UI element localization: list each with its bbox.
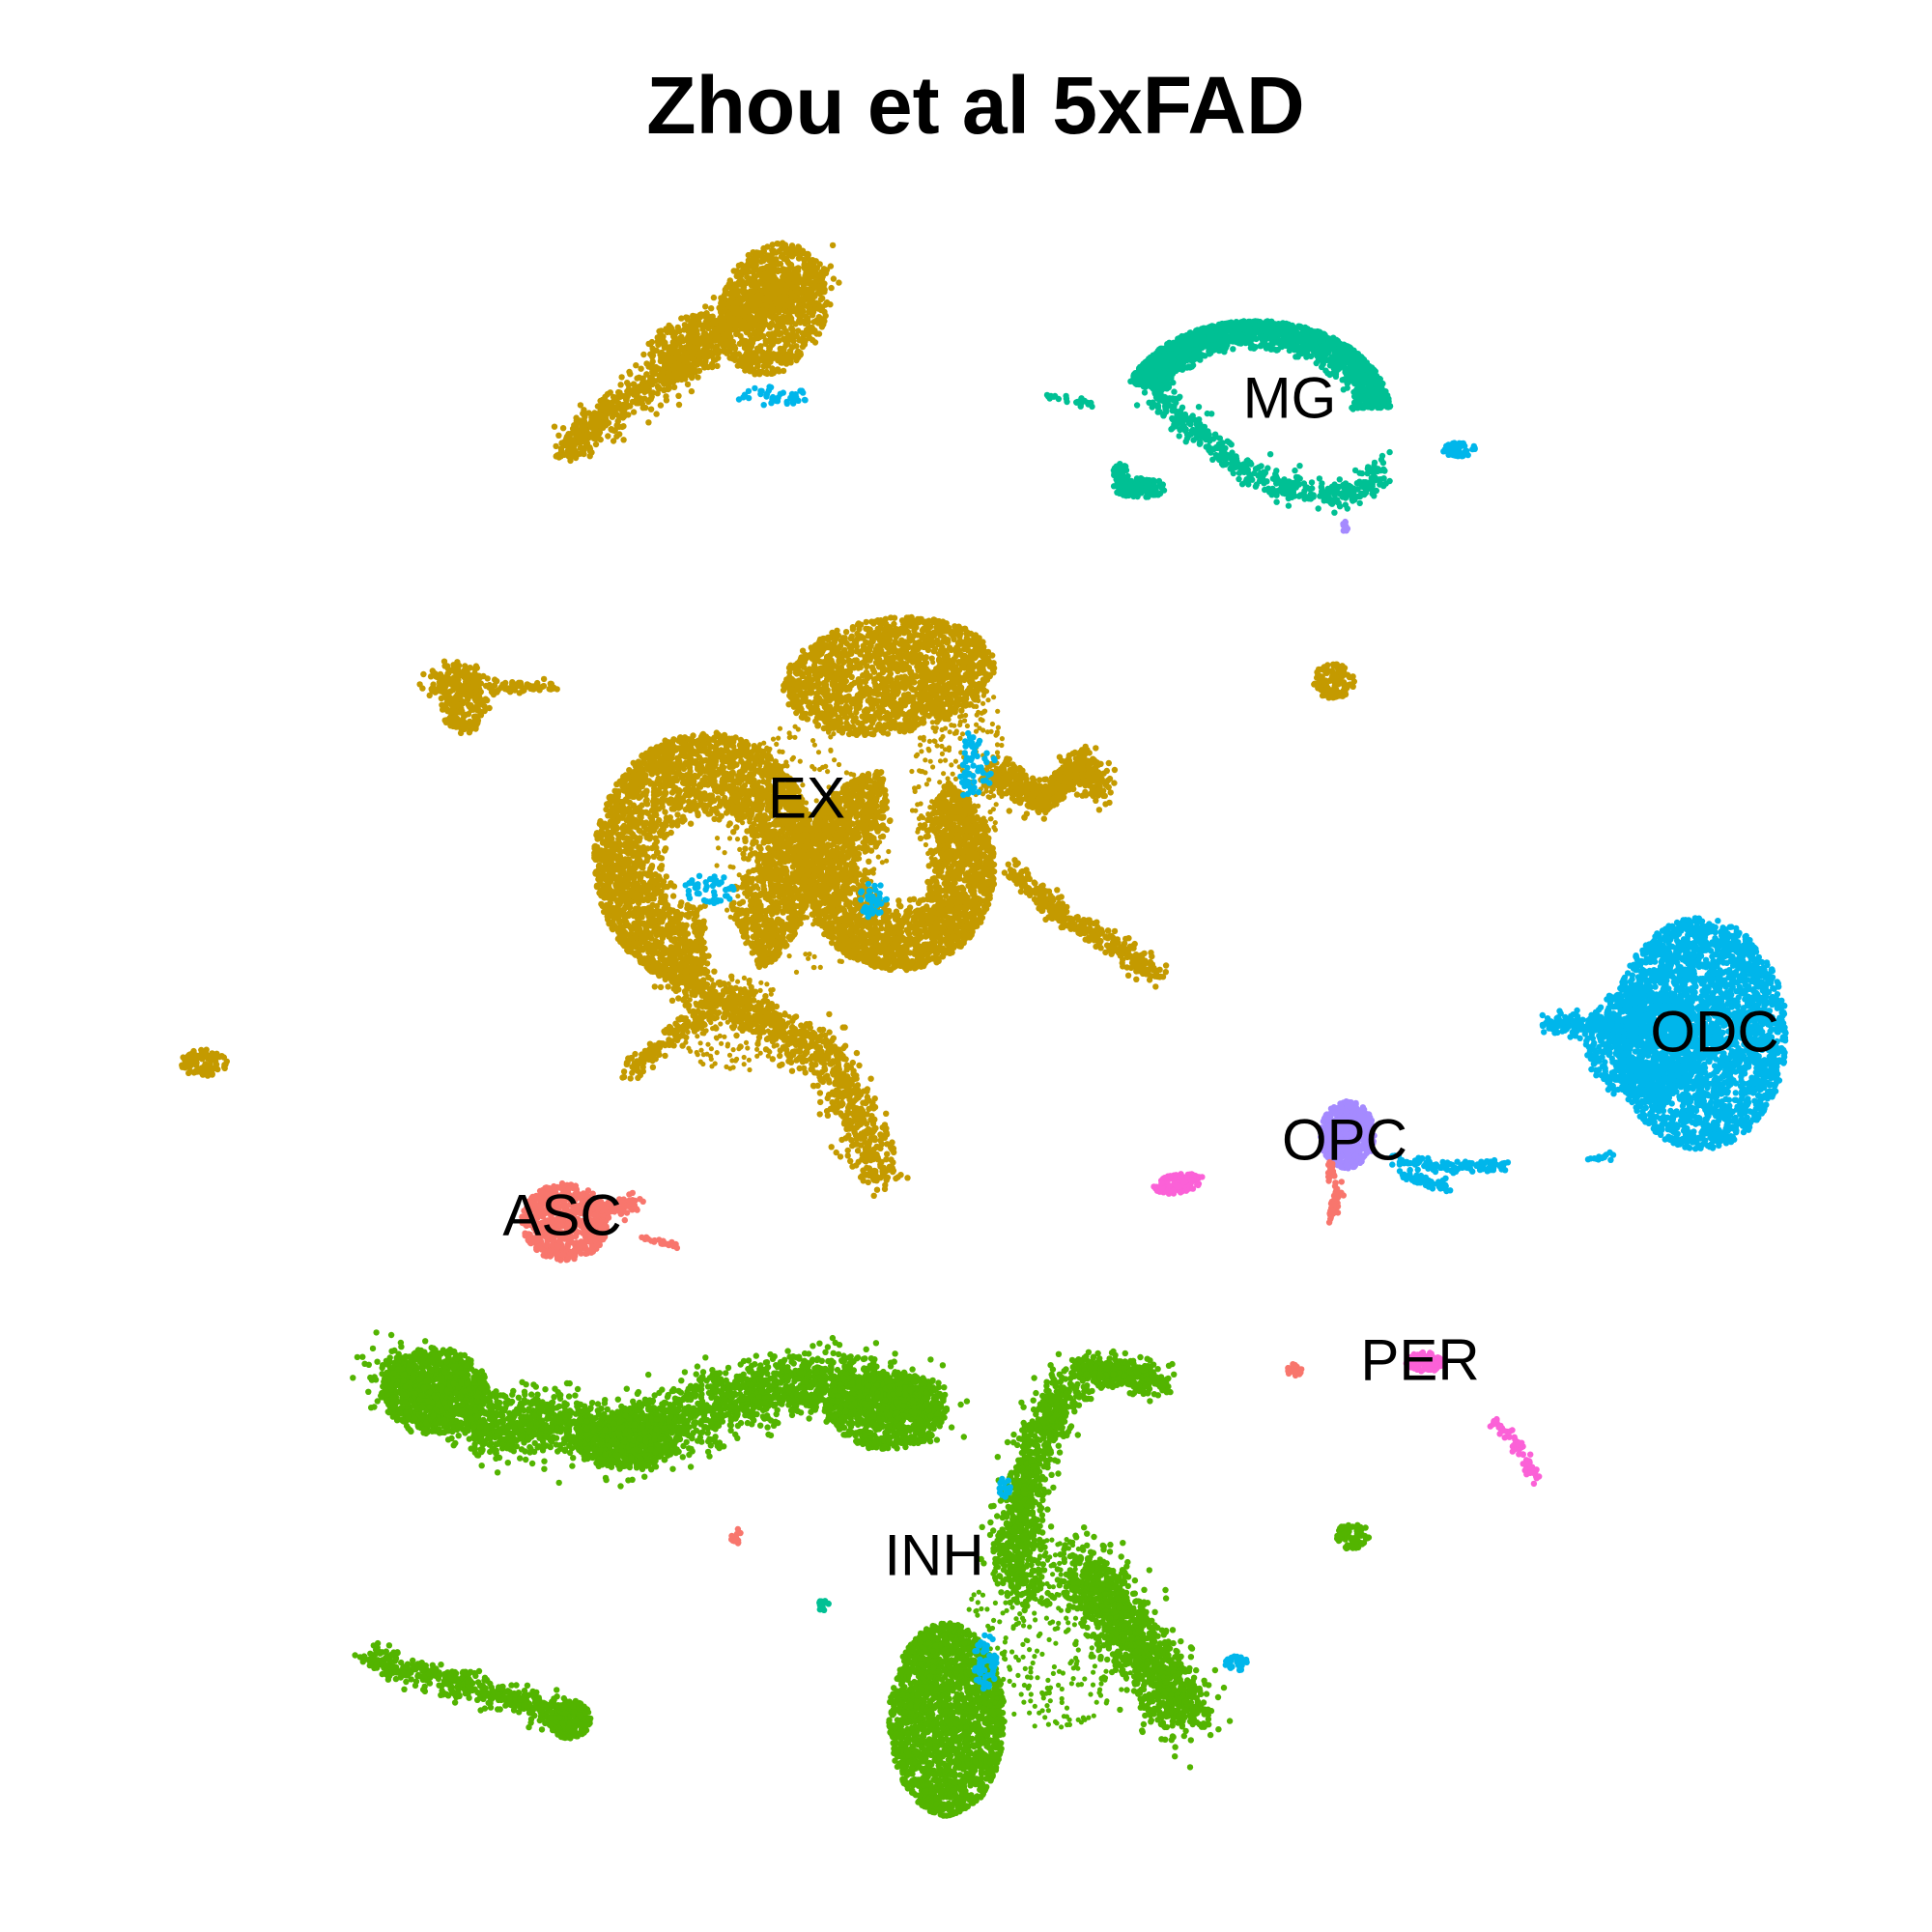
- cell-point: [752, 369, 757, 375]
- cell-point: [617, 382, 623, 387]
- cell-point: [664, 397, 669, 403]
- cell-point: [781, 368, 786, 374]
- cell-point: [727, 277, 733, 283]
- cell-point: [802, 338, 808, 344]
- cell-point: [789, 242, 795, 248]
- cell-point: [675, 393, 681, 399]
- cell-point: [719, 295, 724, 300]
- cell-point: [819, 296, 825, 301]
- cell-point: [732, 284, 738, 290]
- cell-point: [813, 300, 819, 306]
- cell-point: [772, 257, 778, 263]
- cell-point: [689, 388, 695, 394]
- cell-point: [779, 356, 784, 362]
- cell-point: [831, 275, 837, 281]
- cell-point: [746, 269, 752, 274]
- cell-point: [750, 354, 755, 359]
- cell-point: [778, 346, 783, 352]
- cell-point: [773, 314, 779, 320]
- cell-point: [727, 298, 733, 303]
- cell-point: [631, 409, 637, 414]
- cell-point: [738, 262, 744, 268]
- cell-point: [771, 331, 777, 337]
- cell-point: [737, 299, 743, 305]
- cell-point: [789, 344, 795, 350]
- cell-point: [815, 319, 821, 325]
- cell-point: [823, 313, 829, 319]
- cell-point: [655, 390, 661, 396]
- cell-point: [766, 345, 772, 351]
- cell-point: [755, 347, 761, 353]
- cell-point: [830, 242, 836, 248]
- cell-point: [737, 270, 743, 275]
- cell-point: [744, 274, 750, 280]
- cell-point: [817, 261, 823, 267]
- cell-point: [764, 243, 770, 249]
- cell-point: [648, 407, 654, 412]
- cell-point: [819, 324, 825, 329]
- cell-point: [788, 325, 794, 330]
- cell-point: [803, 251, 809, 257]
- cell-point: [810, 337, 815, 343]
- cell-point: [723, 289, 728, 295]
- cell-point: [799, 319, 805, 325]
- cell-point: [754, 335, 760, 341]
- cell-point: [771, 337, 777, 343]
- cell-point: [774, 241, 780, 246]
- cell-point: [793, 268, 799, 273]
- cell-point: [794, 333, 800, 339]
- cell-point: [810, 312, 815, 318]
- cell-point: [781, 337, 787, 343]
- cell-point: [767, 263, 773, 269]
- cell-point: [766, 257, 772, 263]
- cell-point: [751, 263, 756, 269]
- cell-point: [828, 285, 834, 291]
- cell-point: [789, 253, 795, 259]
- cell-point: [807, 325, 812, 330]
- cell-point: [751, 255, 756, 261]
- cell-point: [762, 370, 768, 376]
- cell-point: [746, 346, 752, 352]
- cell-point: [702, 303, 708, 309]
- cell-point: [759, 353, 765, 358]
- cell-point: [732, 355, 738, 360]
- cell-point: [788, 315, 794, 321]
- cell-point: [741, 341, 747, 347]
- cell-point: [685, 382, 691, 387]
- cell-point: [771, 247, 777, 253]
- cell-point: [813, 330, 819, 336]
- cell-point: [741, 355, 747, 360]
- cell-point: [645, 419, 651, 425]
- cell-point: [760, 256, 766, 262]
- cell-point: [796, 312, 802, 318]
- cell-point: [718, 300, 724, 306]
- cell-point: [758, 273, 764, 279]
- cell-point: [801, 265, 807, 270]
- cell-point: [781, 276, 786, 282]
- cell-point: [769, 371, 775, 377]
- cell-point: [624, 380, 630, 385]
- cell-point: [708, 305, 714, 311]
- chart-title: Zhou et al 5xFAD: [646, 60, 1304, 151]
- cell-point: [802, 331, 808, 337]
- cell-point: [765, 356, 771, 362]
- cell-point: [778, 330, 783, 336]
- cell-point: [731, 268, 737, 273]
- cell-point: [711, 295, 717, 300]
- cell-point: [747, 340, 753, 346]
- cell-point: [758, 266, 764, 271]
- cell-point: [751, 275, 756, 281]
- cell-point: [800, 344, 806, 350]
- cell-point: [797, 350, 803, 355]
- cell-point: [730, 342, 736, 348]
- cell-point: [836, 279, 841, 285]
- cell-point: [633, 362, 639, 368]
- cell-point: [793, 357, 799, 363]
- cell-point: [638, 366, 643, 372]
- cell-point: [785, 332, 791, 338]
- cell-point: [658, 402, 664, 408]
- cell-point: [739, 363, 745, 369]
- cell-point: [676, 402, 682, 408]
